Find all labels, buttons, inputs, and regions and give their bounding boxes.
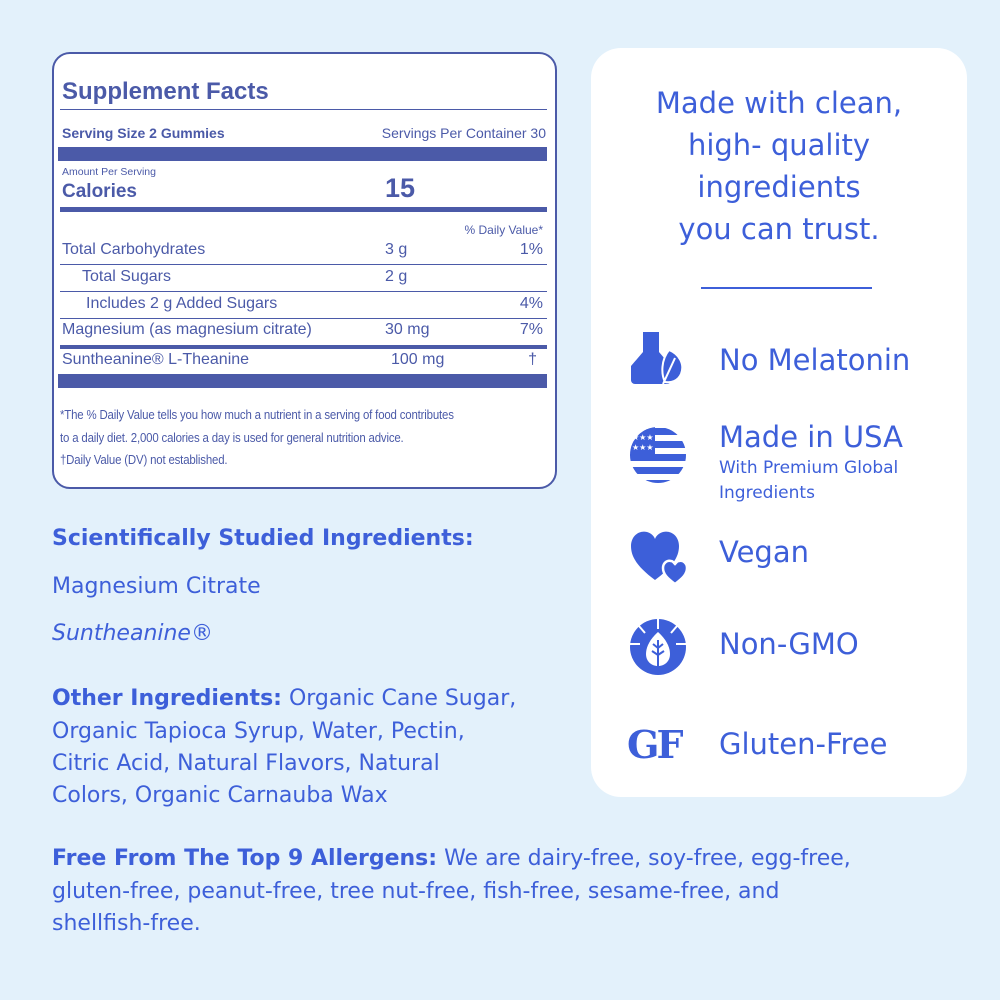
calories-label: Calories — [62, 181, 137, 202]
other-ingredients-line: Organic Tapioca Syrup, Water, Pectin, — [52, 719, 465, 744]
thick-divider — [58, 147, 547, 161]
row-amount: 2 g — [385, 268, 408, 285]
flask-leaf-icon — [631, 332, 684, 385]
studied-heading: Scientifically Studied Ingredients: — [52, 526, 474, 551]
serving-size: Serving Size 2 Gummies — [62, 125, 225, 141]
feature-label: Non-GMO — [719, 627, 859, 661]
allergen-line: gluten-free, peanut-free, tree nut-free,… — [52, 879, 780, 904]
row-dv: 4% — [519, 295, 543, 312]
other-ingredients-line: Colors, Organic Carnauba Wax — [52, 783, 388, 808]
headline-line: you can trust. — [678, 212, 880, 246]
facts-title: Supplement Facts — [62, 78, 269, 105]
us-flag-icon: ★★★★★★ — [630, 427, 686, 483]
other-ingredients-label: Other Ingredients: — [52, 686, 282, 711]
studied-ingredient: Suntheanine® — [52, 621, 213, 646]
row-name: Total Carbohydrates — [62, 241, 206, 258]
divider — [60, 207, 547, 212]
thick-divider — [58, 374, 547, 388]
footnote: †Daily Value (DV) not established. — [60, 452, 228, 467]
footnote: to a daily diet. 2,000 calories a day is… — [60, 430, 404, 445]
row-dv: 1% — [519, 241, 543, 258]
feature-sublabel: Ingredients — [719, 483, 815, 503]
feature-label: Gluten-Free — [719, 727, 888, 761]
feature-label: Vegan — [719, 535, 809, 569]
studied-ingredient: Magnesium Citrate — [52, 574, 261, 599]
allergen-line: Free From The Top 9 Allergens: We are da… — [52, 846, 851, 871]
benefits-card: Made with clean, high- quality ingredien… — [591, 48, 967, 797]
footnote: *The % Daily Value tells you how much a … — [60, 407, 454, 422]
row-name: Includes 2 g Added Sugars — [86, 295, 278, 312]
row-amount: 3 g — [385, 241, 408, 258]
feature-label: Made in USA — [719, 420, 903, 454]
row-name: Suntheanine® L-Theanine — [62, 351, 250, 368]
headline-line: high- quality — [687, 128, 871, 162]
dv-header: % Daily Value* — [464, 223, 543, 237]
row-amount: 30 mg — [385, 321, 430, 338]
non-gmo-leaf-icon — [630, 619, 686, 675]
feature-label: No Melatonin — [719, 343, 911, 377]
allergen-line: shellfish-free. — [52, 911, 201, 936]
divider — [701, 287, 872, 289]
supplement-facts-panel: Supplement Facts Serving Size 2 Gummies … — [52, 52, 557, 489]
svg-text:★★★: ★★★ — [632, 443, 654, 452]
allergen-label: Free From The Top 9 Allergens: — [52, 846, 438, 871]
row-dv: † — [528, 351, 537, 368]
svg-text:★★★: ★★★ — [632, 433, 654, 442]
amount-per-serving: Amount Per Serving — [62, 166, 156, 178]
other-ingredients-line: Other Ingredients: Organic Cane Sugar, — [52, 686, 517, 711]
row-name: Magnesium (as magnesium citrate) — [62, 321, 312, 338]
row-name: Total Sugars — [82, 268, 171, 285]
servings-per-container: Servings Per Container 30 — [381, 125, 546, 141]
hearts-icon — [631, 531, 687, 586]
headline-line: Made with clean, — [655, 86, 903, 120]
row-amount: 100 mg — [391, 351, 445, 368]
feature-sublabel: With Premium Global — [719, 458, 899, 478]
other-ingredients-line: Citric Acid, Natural Flavors, Natural — [52, 751, 440, 776]
gf-icon: GF — [627, 722, 683, 767]
calories-value: 15 — [385, 173, 416, 203]
row-dv: 7% — [519, 321, 543, 338]
headline-line: ingredients — [697, 170, 861, 204]
